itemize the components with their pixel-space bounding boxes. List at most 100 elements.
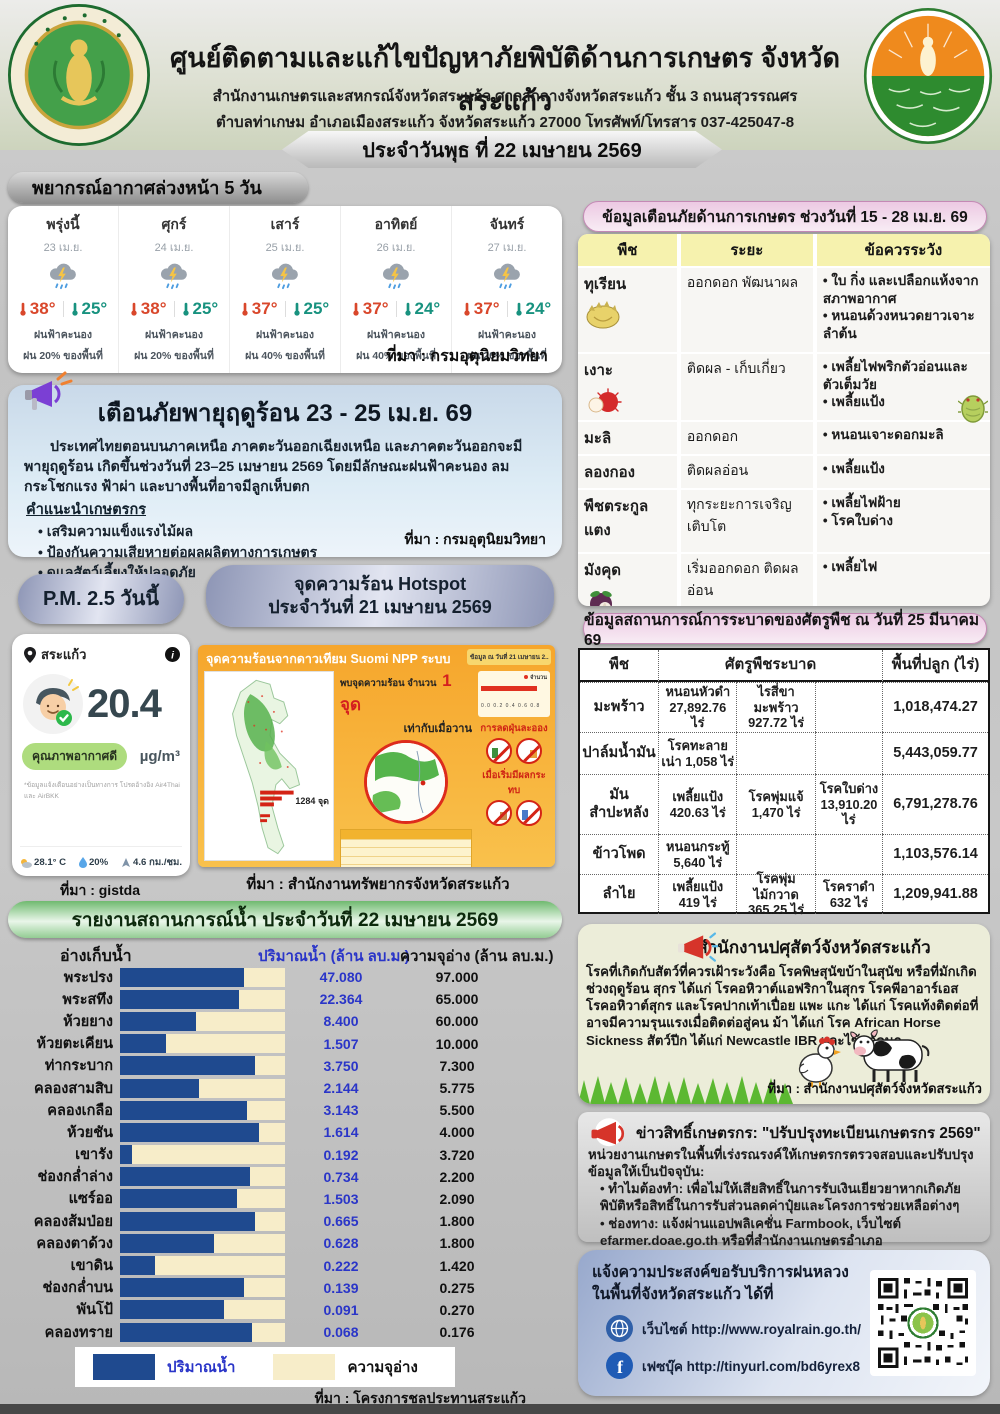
volume-value: 1.614 <box>323 1124 359 1141</box>
min-temp: 25° <box>81 299 108 318</box>
no-forest-burning-icon <box>486 738 512 764</box>
volume-bar <box>120 1145 132 1165</box>
max-temp-icon <box>131 302 137 316</box>
capacity-column-header: ความจุอ่าง (ล้าน ลบ.ม.) <box>400 948 554 965</box>
max-temp: 38° <box>140 299 167 318</box>
royal-rain-panel: แจ้งความประสงค์ขอรับบริการฝนหลวงในพื้นที… <box>578 1250 990 1396</box>
max-temp-icon <box>464 302 470 316</box>
day-rain-chance: ฝน 40% ของพื้นที่ <box>245 350 325 362</box>
pest-cell <box>815 682 884 732</box>
capacity-bar <box>120 1145 285 1165</box>
day-name: อาทิตย์ <box>374 216 418 232</box>
mini-chart-legend: จำนวน <box>481 674 547 682</box>
pest-cell: โรคพุ่มไม้กวาด 365.25 ไร่ <box>737 871 816 917</box>
water-chart-headers: อ่างเก็บน้ำ ปริมาณน้ำ (ล้าน ลบ.ม.) ความจ… <box>8 944 562 965</box>
day-temperatures: 38° 25° <box>8 299 118 319</box>
reservoir-name: ห้วยตะเคียน <box>36 1036 113 1053</box>
reservoir-row: ห้วยยาง 8.400 60.000 <box>8 1010 562 1032</box>
day-condition: ฝนฟ้าคะนอง <box>145 329 203 341</box>
reservoir-row: ห้วยชัน 1.614 4.000 <box>8 1121 562 1143</box>
pest-cell: โรคราดำ 632 ไร่ <box>815 874 884 914</box>
capacity-value: 5.775 <box>439 1080 475 1097</box>
hotspot-total-count: 1284 จุด <box>295 796 329 806</box>
capacity-value: 4.000 <box>439 1124 475 1141</box>
pest-area: 6,791,278.76 <box>883 774 988 834</box>
pm25-section-title: P.M. 2.5 วันนี้ <box>18 574 184 624</box>
pest-outbreak-table: พืช ศัตรูพืชระบาด พื้นที่ปลูก (ไร่) มะพร… <box>578 648 990 917</box>
thailand-hotspot-map: 1284 จุด <box>204 671 334 861</box>
day-wind: ► 19 กม./ชม. <box>341 369 451 373</box>
pest-crop: ข้าวโพด <box>580 834 660 874</box>
livestock-office-title: สำนักงานปศุสัตว์จังหวัดสระแก้ว <box>697 938 931 957</box>
reservoir-name: ท่ากระบาก <box>44 1058 113 1075</box>
rambutan-icon <box>588 388 622 413</box>
air-quality-avatar <box>23 674 83 734</box>
volume-bar <box>120 1278 244 1298</box>
crop-stage: ติดผล - เก็บเกี่ยว <box>676 354 813 420</box>
capacity-legend-label: ความจุอ่าง <box>347 1359 418 1376</box>
hotspot-satellite-thumbnail: จุดความร้อนจากดาวเทียม Suomi NPP ระบบ VI… <box>198 645 555 867</box>
no-burning-icons <box>478 738 550 764</box>
crop-stage: ออกดอก <box>676 422 813 454</box>
ministry-of-agriculture-logo <box>8 4 150 146</box>
table-row: พืชตระกูลแตง ทุกระยะการเจริญเติบโต เพลี้… <box>578 488 990 552</box>
crop-warnings: เพลี้ยไฟ <box>812 554 990 606</box>
day-temperatures: 37° 24° <box>341 299 451 319</box>
mangosteen-icon <box>590 591 612 606</box>
reservoir-name: ห้วยยาง <box>63 1013 113 1030</box>
mealybug-icon <box>957 395 988 423</box>
province-zoom-map <box>364 740 448 824</box>
pm25-card: สระแก้ว i 20.4 คุณภาพอากาศดี µg/m³ * <box>12 634 190 876</box>
capacity-bar <box>120 1256 285 1276</box>
pm25-temp: 28.1° C <box>34 857 67 868</box>
header: ศูนย์ติดตามและแก้ไขปัญหาภัยพิบัติด้านการ… <box>0 0 1000 150</box>
reservoir-name: คลองส้มป่อย <box>33 1213 113 1230</box>
max-temp-icon <box>353 302 359 316</box>
storm-warning-title: เตือนภัยพายุฤดูร้อน 23 - 25 เม.ย. 69 <box>97 400 473 427</box>
day-date: 24 เม.ย. <box>154 242 194 254</box>
date-banner: ประจำวันพุธ ที่ 22 เมษายน 2569 <box>282 131 722 168</box>
volume-bar <box>120 1011 196 1031</box>
page-title: ศูนย์ติดตามและแก้ไขปัญหาภัยพิบัติด้านการ… <box>170 43 840 116</box>
min-temp-icon <box>71 302 78 316</box>
volume-legend-swatch <box>93 1354 155 1380</box>
megaphone-icon <box>591 1118 625 1147</box>
hotspot-section-title: จุดความร้อน Hotspot ประจำวันที่ 21 เมษาย… <box>206 565 554 627</box>
reservoir-name: ห้วยชัน <box>67 1124 113 1141</box>
divider <box>62 301 64 317</box>
reservoir-name: พระปรง <box>63 969 113 986</box>
volume-bar <box>120 1189 238 1209</box>
capacity-bar <box>120 1100 285 1120</box>
capacity-bar <box>120 1322 285 1342</box>
capacity-bar <box>120 1189 285 1209</box>
day-condition: ฝนฟ้าคะนอง <box>34 329 92 341</box>
impact-icons <box>478 800 550 826</box>
max-temp: 37° <box>251 299 278 318</box>
volume-bar <box>120 1034 167 1054</box>
globe-icon <box>606 1315 633 1343</box>
reservoir-name: พระสทึง <box>62 991 113 1008</box>
capacity-bar <box>120 1122 285 1142</box>
reservoir-row: แซร์ออ 1.503 2.090 <box>8 1188 562 1210</box>
volume-value: 1.507 <box>323 1035 359 1052</box>
pest-cell: โรคทะลายเน่า 1,058 ไร่ <box>659 732 738 774</box>
pm25-location: สระแก้ว <box>41 647 87 662</box>
crop-stage: เริ่มออกดอก ติดผลอ่อน <box>676 554 813 606</box>
reservoir-name: คลองสามสิบ <box>34 1080 113 1097</box>
day-condition: ฝนฟ้าคะนอง <box>478 329 536 341</box>
news-intro: หน่วยงานเกษตรในพื้นที่เร่งรณรงค์ให้เกษตร… <box>588 1147 974 1180</box>
volume-bar <box>120 989 239 1009</box>
day-rain-chance: ฝน 20% ของพื้นที่ <box>467 350 547 362</box>
farmer-advice-heading: คำแนะนำเกษตรกร <box>26 502 147 519</box>
capacity-value: 2.200 <box>439 1168 475 1185</box>
day-wind: ◄ 20 กม./ชม. <box>8 369 118 373</box>
hotspot-title-line1: จุดความร้อน Hotspot <box>293 574 467 594</box>
crop-name: เงาะ <box>584 362 613 379</box>
volume-bar <box>120 967 244 987</box>
agri-header-stage: ระยะ <box>676 234 813 266</box>
hotspot-title-line2: ประจำวันที่ 21 เมษายน 2569 <box>268 597 492 618</box>
day-rain-chance: ฝน 20% ของพื้นที่ <box>23 350 103 362</box>
volume-column-header: ปริมาณน้ำ (ล้าน ลบ.ม.) <box>258 948 410 965</box>
qr-code <box>870 1270 976 1376</box>
hotspot-district-table: 11 <box>340 829 472 867</box>
